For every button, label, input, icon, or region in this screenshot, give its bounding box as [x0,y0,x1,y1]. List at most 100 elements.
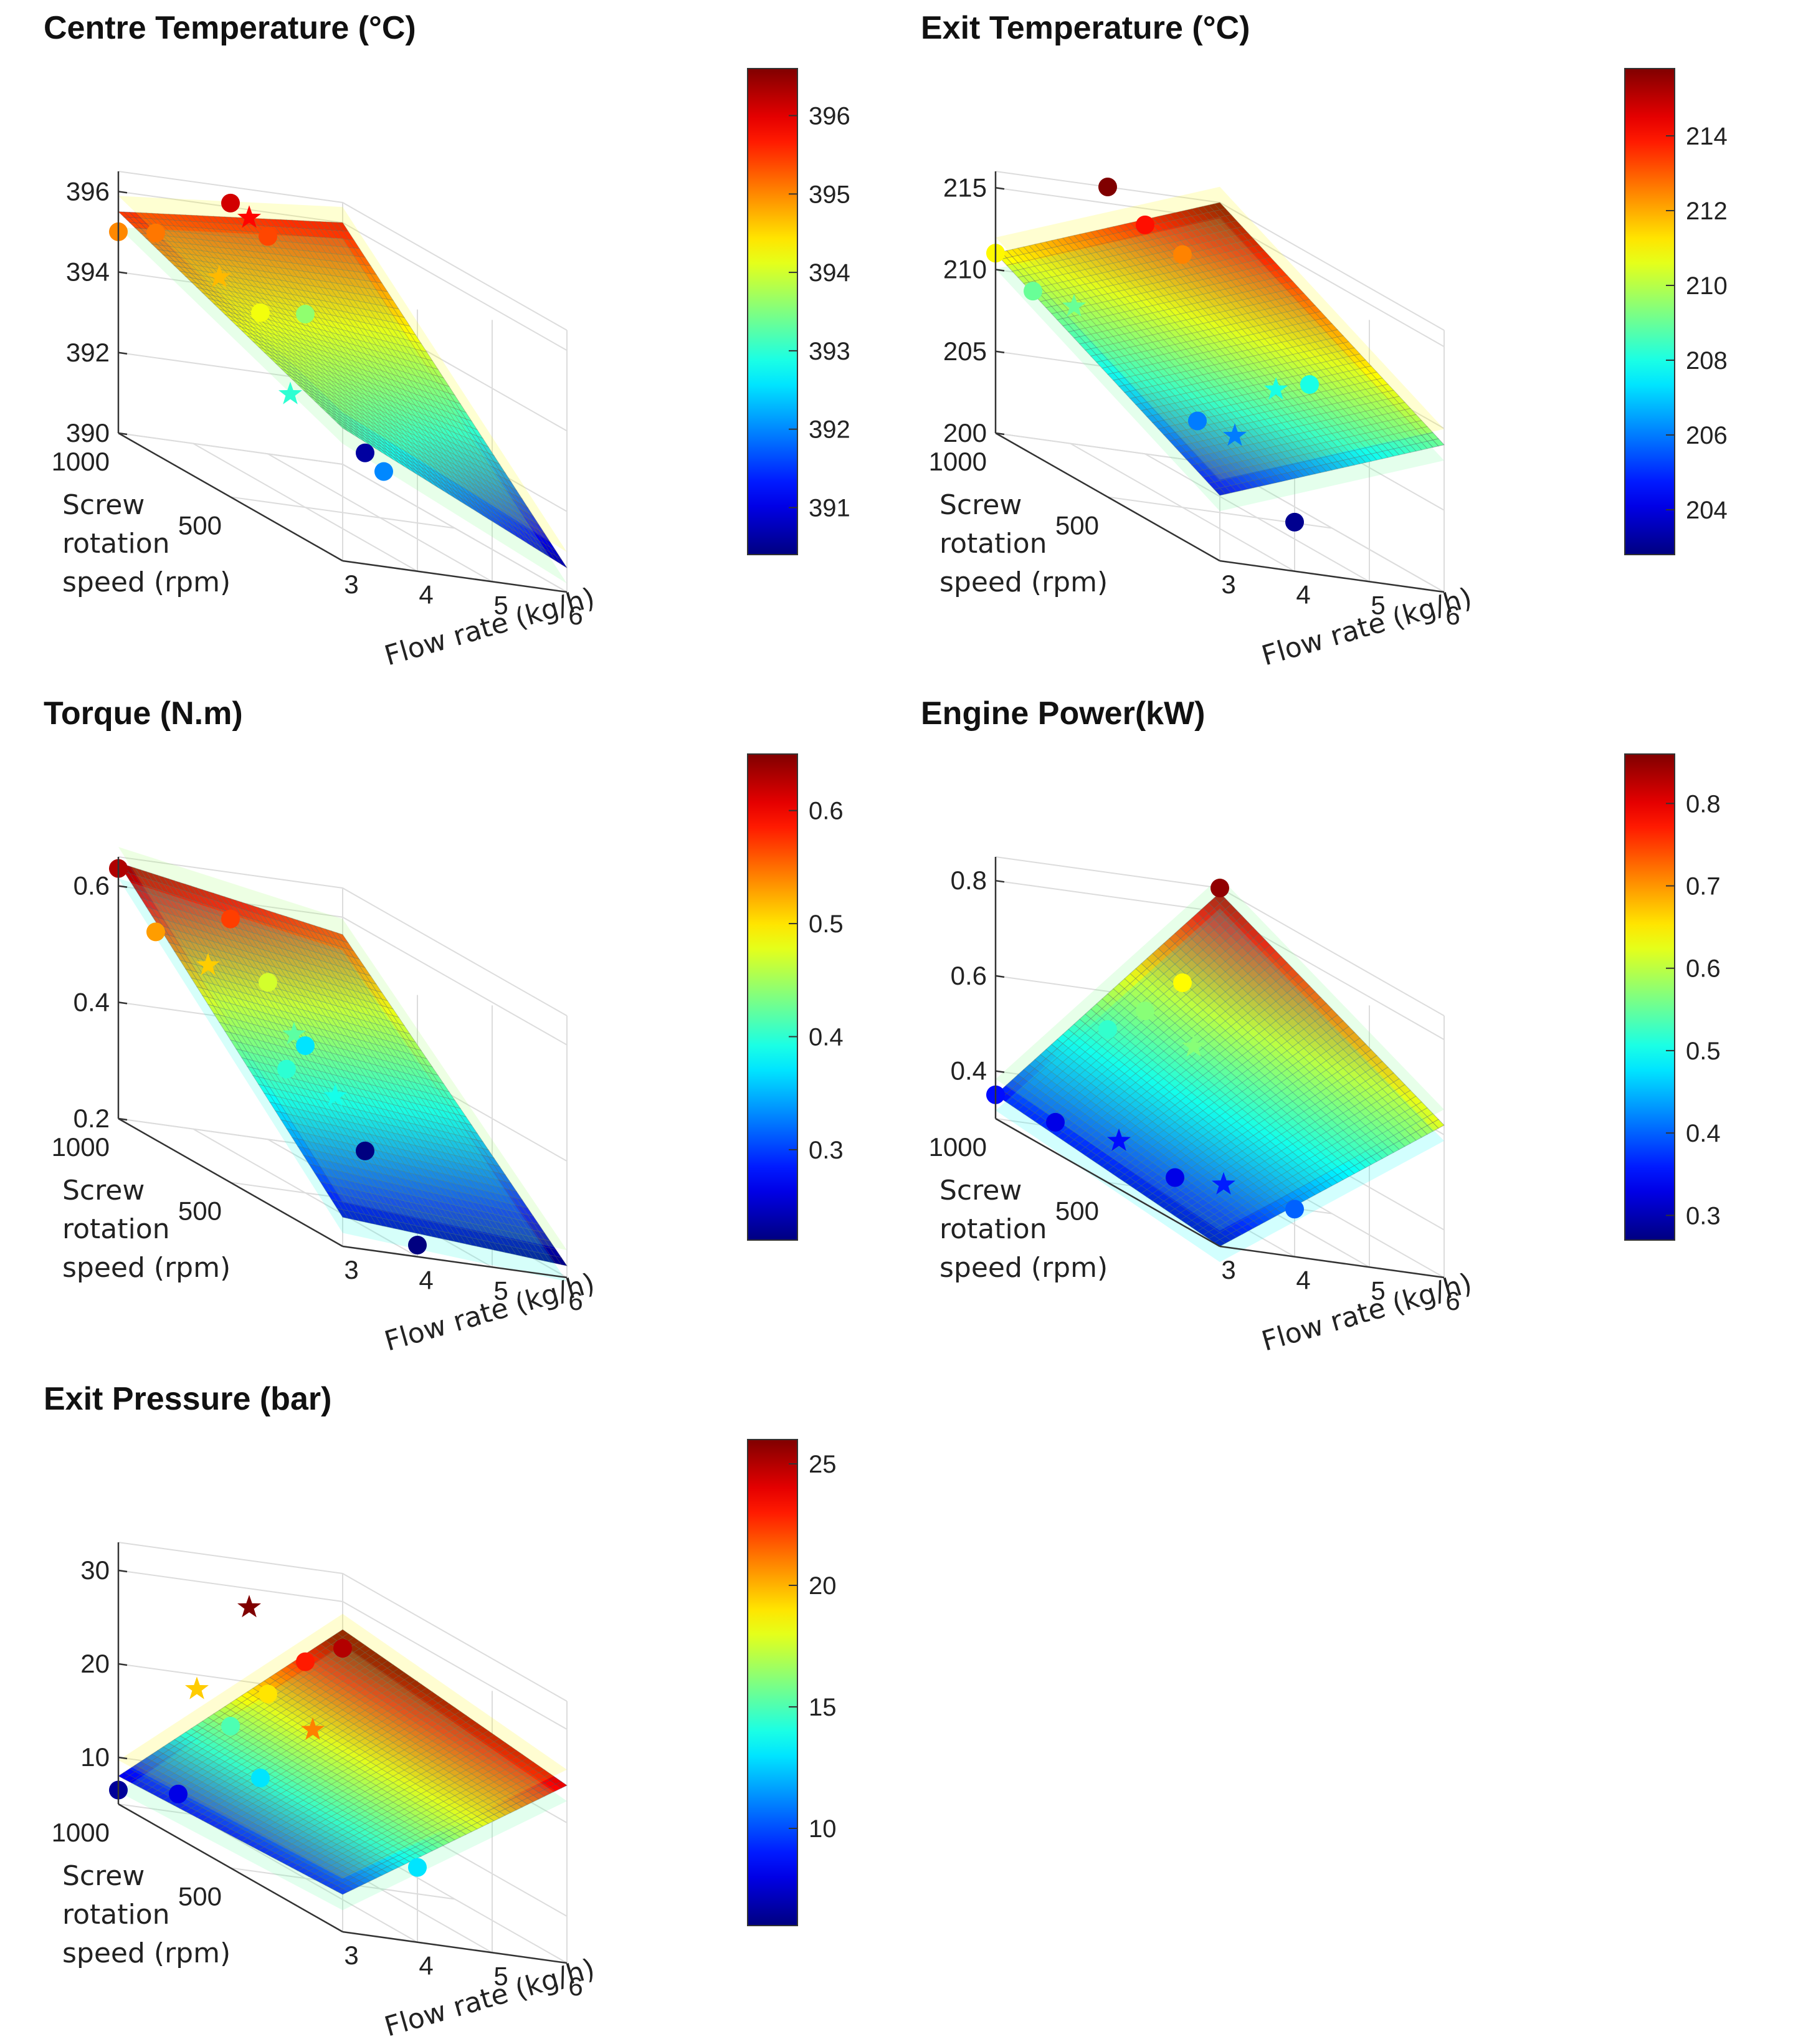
x-axis-label: Flow rate (kg/h) [1258,582,1476,672]
x-tick-label: 4 [419,580,433,609]
x-tick-label: 4 [1296,580,1310,609]
z-tick-label: 0.2 [74,1104,110,1133]
z-tick-label: 394 [66,257,110,287]
data-point [408,1236,427,1254]
y-tick-label: 500 [178,511,222,540]
y-tick-label: 1000 [929,447,987,476]
data-point [251,1769,270,1787]
chart-svg: Exit Temperature (°C)2002052102151000500… [902,0,1787,673]
data-point [1188,412,1207,431]
data-point [221,1717,240,1736]
z-tick-label: 205 [943,337,987,366]
x-tick-label: 4 [419,1266,433,1295]
data-point [259,227,277,246]
colorbar-tick-label: 208 [1686,347,1728,375]
data-point [296,1036,315,1055]
colorbar-tick-label: 212 [1686,198,1728,225]
z-tick-label: 200 [943,418,987,447]
colorbar [1625,69,1675,555]
y-axis-label: Screw [939,489,1022,521]
z-tick-label: 390 [66,418,110,447]
colorbar-tick-label: 0.6 [1686,955,1721,983]
chart-centre-temperature: Centre Temperature (°C) 390 392 394 396 1000 5… [25,0,910,673]
x-axis-label: Flow rate (kg/h) [381,582,599,672]
data-point [146,224,165,242]
y-tick-label: 500 [1055,1196,1099,1226]
colorbar-tick-label: 15 [809,1694,837,1721]
z-tick-label: 392 [66,338,110,367]
data-point [277,1060,296,1079]
colorbar-tick-label: 392 [809,416,850,444]
data-point [356,1142,374,1160]
y-axis-label: Screw [62,1860,145,1892]
data-point [146,922,165,941]
x-tick-label: 3 [1221,1255,1235,1284]
x-tick-label: 3 [344,570,358,599]
z-tick-label: 20 [80,1649,110,1678]
colorbar-tick-label: 25 [809,1451,837,1478]
y-tick-label: 500 [1055,511,1099,540]
colorbar-tick-label: 206 [1686,422,1728,449]
data-point [1136,216,1154,234]
data-point [1173,973,1192,992]
y-axis-label: speed (rpm) [62,1937,231,1969]
x-tick-label: 4 [1296,1266,1310,1295]
colorbar-tick-label: 0.6 [809,798,844,825]
colorbar-tick-label: 0.4 [1686,1120,1721,1147]
z-tick-label: 215 [943,173,987,202]
colorbar-tick-label: 396 [809,102,850,130]
y-axis-label: rotation [62,1213,170,1245]
y-axis-label: speed (rpm) [939,566,1108,598]
data-point [1285,1200,1304,1218]
y-tick-label: 1000 [52,447,110,476]
y-axis-label: rotation [62,528,170,560]
chart-title: Centre Temperature (°C) [44,10,416,46]
chart-svg: Centre Temperature (°C) 390 392 394 396 1000 5… [25,0,910,673]
y-axis-label: speed (rpm) [62,1252,231,1284]
data-point [259,1684,277,1703]
data-point [1046,1113,1065,1132]
colorbar-tick-label: 214 [1686,123,1728,150]
colorbar-tick-label: 210 [1686,272,1728,300]
data-point [169,1785,188,1803]
y-axis-label: Screw [939,1175,1022,1206]
y-tick-label: 1000 [52,1818,110,1847]
chart-title: Exit Pressure (bar) [44,1381,331,1417]
z-tick-label: 0.6 [74,871,110,900]
colorbar-tick-label: 10 [809,1815,837,1843]
colorbar-tick-label: 393 [809,338,850,365]
data-point [1098,178,1117,196]
colorbar [748,69,797,555]
data-point [356,444,374,462]
colorbar-tick-label: 0.5 [809,910,844,938]
data-point-star [237,1595,261,1617]
y-tick-label: 1000 [52,1132,110,1162]
y-axis-label: rotation [939,1213,1047,1245]
colorbar-tick-label: 0.4 [809,1023,844,1051]
y-tick-label: 500 [178,1882,222,1911]
y-axis-label: speed (rpm) [939,1252,1108,1284]
colorbar-tick-label: 391 [809,495,850,522]
data-point [221,910,240,929]
y-tick-label: 1000 [929,1132,987,1162]
z-tick-label: 210 [943,255,987,284]
colorbar-tick-label: 0.3 [1686,1202,1721,1230]
x-axis-label: Flow rate (kg/h) [381,1268,599,1358]
z-tick-label: 0.6 [951,961,987,990]
colorbar-tick-label: 395 [809,181,850,208]
colorbar [1625,754,1675,1240]
colorbar-tick-label: 204 [1686,497,1728,524]
data-point [1166,1168,1184,1187]
y-axis-label: rotation [939,528,1047,560]
data-point [1210,879,1229,897]
data-point [333,1639,352,1658]
z-tick-label: 0.4 [74,987,110,1016]
colorbar-tick-label: 20 [809,1572,837,1600]
x-axis-label: Flow rate (kg/h) [381,1953,599,2043]
colorbar-tick-label: 0.5 [1686,1038,1721,1065]
